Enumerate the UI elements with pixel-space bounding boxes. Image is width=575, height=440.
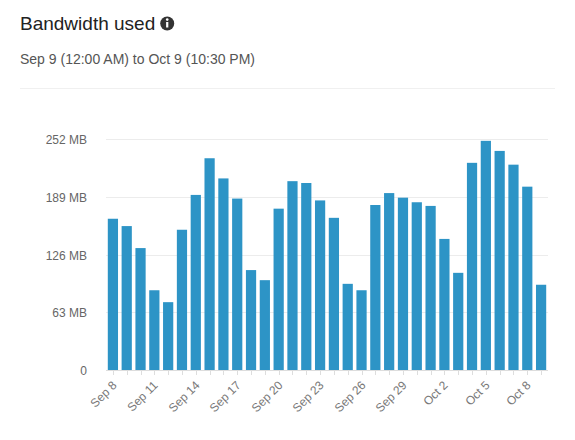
info-icon-stem	[166, 22, 168, 28]
bar	[191, 195, 201, 370]
grid-line	[106, 139, 548, 140]
bar	[495, 151, 505, 370]
x-tick-label: Sep 14	[166, 378, 203, 415]
x-tick	[403, 370, 404, 375]
chart: Bandwidth used Sep 9 (12:00 AM) to Oct 9 …	[0, 0, 575, 440]
bar	[135, 248, 145, 370]
y-tick-label: 0	[80, 364, 87, 378]
bar	[315, 200, 325, 370]
bar	[370, 205, 380, 370]
bar	[412, 202, 422, 370]
x-tick	[127, 370, 128, 375]
x-tick	[113, 370, 114, 375]
x-tick	[417, 370, 418, 375]
grid-line	[106, 370, 548, 371]
bar	[246, 270, 256, 370]
y-tick-label: 252 MB	[46, 133, 87, 147]
subtitle: Sep 9 (12:00 AM) to Oct 9 (10:30 PM)	[20, 51, 255, 67]
bar	[274, 209, 284, 370]
separator	[20, 88, 555, 89]
x-tick-label: Sep 8	[88, 378, 120, 410]
x-tick	[513, 370, 514, 375]
bar	[522, 187, 532, 370]
bar	[149, 290, 159, 370]
bar	[343, 284, 353, 370]
bar	[287, 181, 297, 370]
x-tick-label: Sep 23	[290, 378, 327, 415]
bar	[218, 178, 228, 370]
x-tick	[251, 370, 252, 375]
x-tick	[196, 370, 197, 375]
x-tick-label: Sep 26	[332, 378, 369, 415]
x-tick	[389, 370, 390, 375]
bar	[177, 230, 187, 370]
bar	[467, 163, 477, 370]
title: Bandwidth used	[20, 13, 155, 34]
x-tick	[292, 370, 293, 375]
bar	[204, 158, 214, 370]
x-tick	[431, 370, 432, 375]
x-tick	[265, 370, 266, 375]
y-tick-label: 189 MB	[46, 191, 87, 205]
bar	[232, 199, 242, 370]
bar	[481, 141, 491, 370]
x-tick-label: Oct 2	[420, 378, 450, 408]
x-tick	[182, 370, 183, 375]
x-tick	[348, 370, 349, 375]
bar	[425, 206, 435, 370]
bar	[163, 302, 173, 370]
x-tick	[375, 370, 376, 375]
x-tick	[154, 370, 155, 375]
y-tick-label: 63 MB	[52, 306, 87, 320]
x-tick	[527, 370, 528, 375]
x-tick	[168, 370, 169, 375]
x-tick-label: Sep 29	[373, 378, 410, 415]
x-tick	[306, 370, 307, 375]
bars	[108, 141, 546, 370]
bar	[453, 273, 463, 370]
x-tick	[362, 370, 363, 375]
x-tick	[334, 370, 335, 375]
bar	[356, 290, 366, 370]
bar	[536, 285, 546, 370]
bar	[384, 193, 394, 370]
bar	[329, 218, 339, 370]
x-tick-label: Sep 17	[207, 378, 244, 415]
bar	[122, 226, 132, 370]
x-tick	[541, 370, 542, 375]
x-axis-line	[106, 370, 548, 371]
info-icon-dot	[166, 18, 169, 21]
x-tick	[458, 370, 459, 375]
bar	[301, 183, 311, 370]
x-tick	[486, 370, 487, 375]
x-tick	[279, 370, 280, 375]
info-icon	[160, 17, 174, 31]
bar	[508, 165, 518, 370]
x-tick	[500, 370, 501, 375]
x-tick-label: Oct 5	[462, 378, 492, 408]
x-tick-label: Sep 11	[124, 378, 160, 414]
x-tick	[141, 370, 142, 375]
x-tick	[320, 370, 321, 375]
x-tick	[237, 370, 238, 375]
x-tick	[210, 370, 211, 375]
bar	[260, 280, 270, 370]
bar	[439, 239, 449, 370]
x-tick	[223, 370, 224, 375]
x-tick	[444, 370, 445, 375]
x-tick	[472, 370, 473, 375]
x-tick-label: Sep 20	[249, 378, 286, 415]
bar	[398, 198, 408, 370]
y-tick-label: 126 MB	[46, 249, 87, 263]
x-tick-label: Oct 8	[503, 378, 533, 408]
bar	[108, 219, 118, 370]
